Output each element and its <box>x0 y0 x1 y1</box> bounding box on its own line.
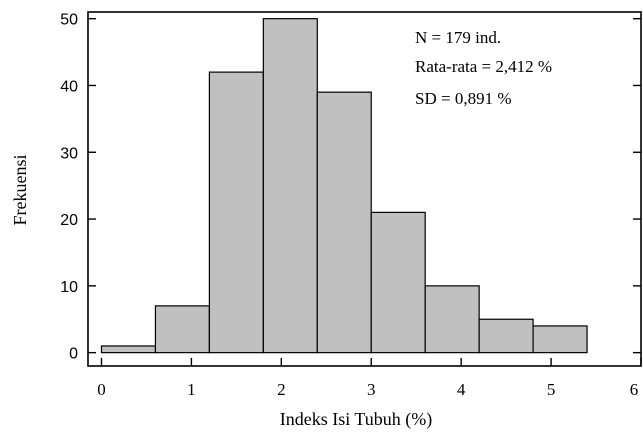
y-tick-label: 20 <box>60 212 78 229</box>
histogram-bar-5 <box>370 211 426 354</box>
x-tick-label: 6 <box>630 380 639 399</box>
annotation-mean: Rata-rata = 2,412 % <box>415 57 552 76</box>
x-tick-label: 4 <box>457 380 466 399</box>
x-axis-title: Indeks Isi Tubuh (%) <box>280 409 433 430</box>
y-tick-label: 0 <box>69 346 78 363</box>
x-tick-label: 2 <box>277 380 286 399</box>
histogram-bar-4 <box>316 91 372 354</box>
x-axis: 0 1 2 3 4 5 6 <box>97 358 642 399</box>
histogram-bar-3 <box>262 18 318 354</box>
x-tick-label: 1 <box>187 380 196 399</box>
x-tick-label: 3 <box>367 380 376 399</box>
histogram-bar-0 <box>100 345 157 354</box>
y-tick-label: 10 <box>60 279 78 296</box>
y-tick-label: 30 <box>60 145 78 162</box>
plot-frame <box>87 11 642 367</box>
x-tick-label: 5 <box>547 380 556 399</box>
y-axis: 0 10 20 30 40 50 <box>60 12 641 363</box>
annotation-sd: SD = 0,891 % <box>415 89 511 108</box>
histogram-bar-6 <box>424 285 480 354</box>
histogram-bar-8 <box>532 325 588 354</box>
histogram-bar-7 <box>478 318 534 354</box>
x-tick-label: 0 <box>97 380 106 399</box>
histogram-bar-1 <box>154 305 210 354</box>
y-tick-label: 50 <box>60 12 78 29</box>
histogram-bar-2 <box>208 71 264 354</box>
bars-group <box>100 18 588 354</box>
y-axis-title: Frekuensi <box>10 155 30 226</box>
annotation-n: N = 179 ind. <box>415 28 501 47</box>
y-tick-label: 40 <box>60 78 78 95</box>
